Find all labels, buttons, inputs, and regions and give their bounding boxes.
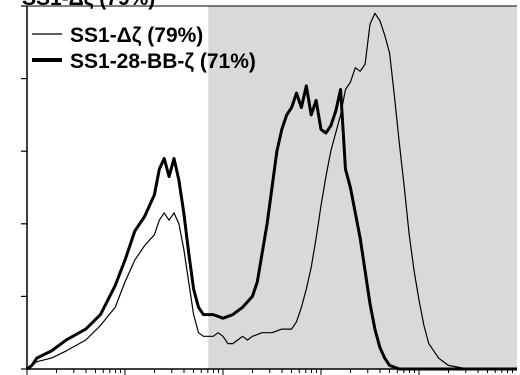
series-line-1 [26,12,517,370]
legend-label-series-2: SS1-28-BB-ζ (71%) [70,50,256,73]
top-clipped-label: SS1-Δζ (79%) [22,0,155,10]
series-layer [26,12,517,371]
axes [21,5,517,375]
series-line-2 [26,84,517,371]
gate-region [208,6,518,369]
legend: SS1-Δζ (79%) SS1-28-BB-ζ (71%) [32,24,256,73]
legend-label-series-1: SS1-Δζ (79%) [70,24,203,47]
